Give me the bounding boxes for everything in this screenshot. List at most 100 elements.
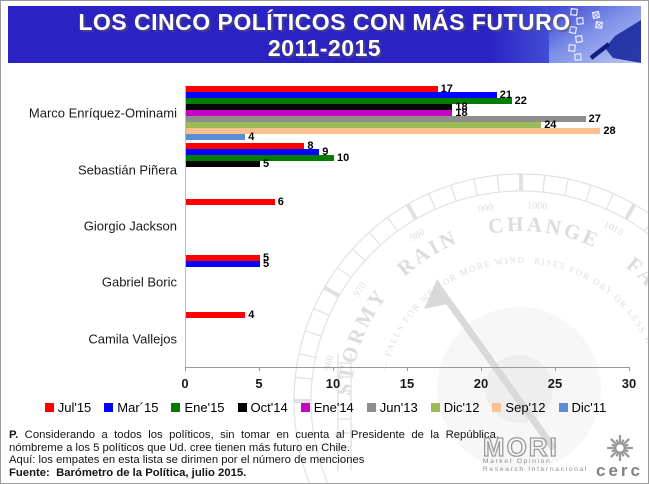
x-axis-label: 30 [621,376,637,391]
legend-item: Mar´15 [104,400,158,415]
legend-item: Oct'14 [237,400,288,415]
footer: P. Considerando a todos los políticos, s… [9,429,499,479]
bar [186,199,275,205]
bar [186,122,542,129]
bar-value-label: 27 [588,113,601,126]
source-text: Barómetro de la Política, julio 2015. [56,466,247,479]
mori-wordmark: MORI [482,432,559,462]
legend-label: Dic'11 [571,400,607,415]
bar [186,255,260,262]
legend-item: Dic'12 [430,400,480,415]
legend-swatch [300,403,310,412]
x-axis-tick [185,367,186,371]
survey-pen-photo [549,6,641,63]
checkbox-column-icon [568,7,604,61]
bar-value-label: 8 [307,139,314,152]
legend-label: Dic'12 [443,400,480,415]
cerc-starburst-icon [606,435,633,461]
legend-item: Dic'11 [558,400,607,415]
legend-label: Ene'15 [184,400,225,415]
bar-value-label: 22 [514,95,527,108]
title-line-2: 2011-2015 [267,35,382,61]
category-label: Camila Vallejos [88,331,177,347]
legend-label: Mar´15 [117,400,159,415]
legend-swatch [104,403,114,412]
bar [186,116,586,123]
bar [186,86,438,93]
hand-silhouette [605,20,641,63]
bar-value-label: 28 [603,125,616,138]
x-axis-tick [333,367,334,371]
x-axis-label: 15 [399,376,415,391]
category-label: Sebastián Piñera [77,162,177,178]
x-axis-label: 20 [473,376,489,391]
legend-swatch [492,403,502,412]
pen-icon [589,42,611,60]
plot-area: 17 8 6 5 4 21 9 5 22 10 18 5 18 27 24 28 4 [185,83,630,368]
bar [186,134,246,141]
survey-question: P. Considerando a todos los políticos, s… [9,429,499,454]
bar [186,154,334,161]
legend-label: Ene'14 [313,400,354,415]
legend-label: Oct'14 [250,400,288,415]
bar [186,311,246,318]
source-line: Fuente: Barómetro de la Política, julio … [9,467,499,480]
legend-label: Jul'15 [57,400,92,415]
bar-value-label: 4 [248,131,255,144]
legend-swatch [558,403,568,412]
title-banner: LOS CINCO POLÍTICOS CON MÁS FUTURO 2011-… [8,6,641,63]
legend-swatch [237,403,247,412]
x-axis-tick [629,367,630,371]
cerc-logo: cerc [596,432,643,480]
bar [186,128,601,135]
mori-subtitle-1: Market Opinion [482,458,552,465]
mori-logo: MORI Market Opinion Research Internacion… [482,432,589,474]
x-axis-label: 5 [255,376,263,391]
question-prefix: P. [9,429,19,441]
checkmark-icon [593,12,602,28]
cerc-wordmark: cerc [596,461,643,480]
tie-break-note: Aquí: los empates en esta lista se dirim… [9,454,365,467]
bar-value-label: 5 [263,252,270,265]
x-axis-label: 0 [181,376,189,391]
bar-value-label: 18 [455,101,468,114]
bar-value-label: 5 [263,258,270,271]
legend-item: Ene'15 [171,400,225,415]
legend: Jul'15 Mar´15 Ene'15 Oct'14 Ene'14 Jun'13 Dic'… [1,400,648,415]
bar-value-label: 10 [337,151,350,164]
legend-item: Jul'15 [44,400,92,415]
legend-item: Jun'13 [366,400,418,415]
category-label: Giorgio Jackson [83,218,177,234]
legend-item: Ene'14 [300,400,354,415]
bar-value-label: 4 [248,308,255,321]
x-axis-tick [481,367,482,371]
legend-swatch [430,403,440,412]
bar [186,98,512,105]
x-axis-tick [259,367,260,371]
legend-label: Sep'12 [505,400,546,415]
question-text: Considerando a todos los políticos, sin … [9,429,499,454]
page-title: LOS CINCO POLÍTICOS CON MÁS FUTURO 2011-… [8,6,641,61]
legend-swatch [366,403,376,412]
legend-item: Sep'12 [492,400,546,415]
source-label: Fuente: [9,466,50,479]
bar [186,104,453,111]
title-line-1: LOS CINCO POLÍTICOS CON MÁS FUTURO [78,9,571,35]
category-label: Gabriel Boric [101,274,177,290]
bar [186,92,497,99]
bar [186,110,453,117]
legend-label: Jun'13 [379,400,418,415]
x-axis-label: 25 [547,376,563,391]
legend-swatch [44,403,54,412]
category-label: Marco Enríquez-Ominami [28,105,177,121]
x-axis-tick [555,367,556,371]
mori-subtitle-2: Research Internacional [482,466,589,473]
logo-block: MORI Market Opinion Research Internacion… [482,429,643,481]
legend-swatch [171,403,181,412]
x-axis-label: 10 [325,376,341,391]
bar [186,160,260,167]
bar-value-label: 9 [322,145,329,158]
bar [186,142,305,149]
bar [186,261,260,268]
